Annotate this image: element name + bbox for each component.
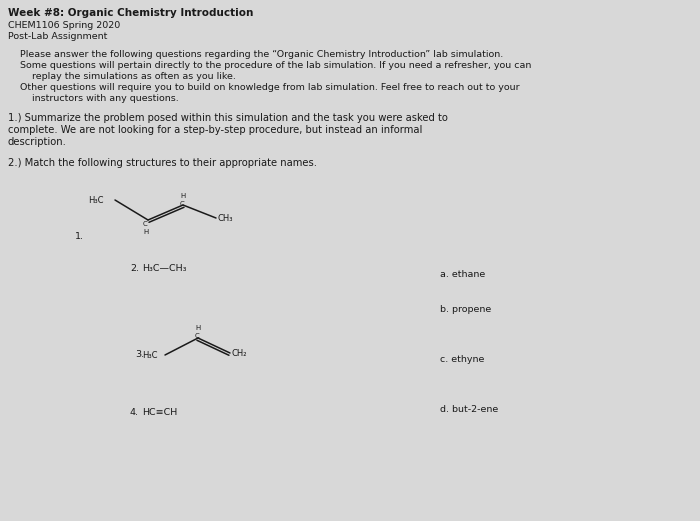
Text: b. propene: b. propene: [440, 305, 491, 314]
Text: H₃C: H₃C: [142, 351, 158, 360]
Text: H: H: [143, 229, 148, 235]
Text: C: C: [180, 201, 185, 207]
Text: 2.) Match the following structures to their appropriate names.: 2.) Match the following structures to th…: [8, 158, 317, 168]
Text: CH₃: CH₃: [218, 214, 234, 223]
Text: 2.: 2.: [130, 264, 139, 273]
Text: Other questions will require you to build on knowledge from lab simulation. Feel: Other questions will require you to buil…: [20, 83, 519, 92]
Text: H₃C: H₃C: [88, 196, 104, 205]
Text: Post-Lab Assignment: Post-Lab Assignment: [8, 32, 107, 41]
Text: Please answer the following questions regarding the “Organic Chemistry Introduct: Please answer the following questions re…: [20, 50, 503, 59]
Text: replay the simulations as often as you like.: replay the simulations as often as you l…: [20, 72, 236, 81]
Text: C: C: [195, 333, 199, 339]
Text: description.: description.: [8, 137, 67, 147]
Text: complete. We are not looking for a step-by-step procedure, but instead an inform: complete. We are not looking for a step-…: [8, 125, 422, 135]
Text: CHEM1106 Spring 2020: CHEM1106 Spring 2020: [8, 21, 120, 30]
Text: C: C: [143, 221, 148, 227]
Text: HC≡CH: HC≡CH: [142, 408, 177, 417]
Text: 3.: 3.: [135, 350, 144, 359]
Text: H: H: [195, 325, 200, 331]
Text: 1.) Summarize the problem posed within this simulation and the task you were ask: 1.) Summarize the problem posed within t…: [8, 113, 448, 123]
Text: H: H: [180, 193, 186, 199]
Text: instructors with any questions.: instructors with any questions.: [20, 94, 179, 103]
Text: d. but-2-ene: d. but-2-ene: [440, 405, 498, 414]
Text: a. ethane: a. ethane: [440, 270, 485, 279]
Text: 1.: 1.: [75, 232, 84, 241]
Text: H₃C—CH₃: H₃C—CH₃: [142, 264, 186, 273]
Text: 4.: 4.: [130, 408, 139, 417]
Text: CH₂: CH₂: [231, 349, 246, 358]
Text: Some questions will pertain directly to the procedure of the lab simulation. If : Some questions will pertain directly to …: [20, 61, 531, 70]
Text: c. ethyne: c. ethyne: [440, 355, 484, 364]
Text: Week #8: Organic Chemistry Introduction: Week #8: Organic Chemistry Introduction: [8, 8, 253, 18]
